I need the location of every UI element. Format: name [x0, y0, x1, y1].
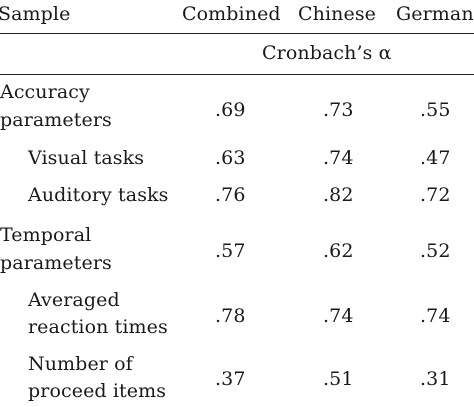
row-label-line: Accuracy [0, 81, 90, 103]
cell-chinese: .62 [323, 240, 354, 262]
cell-german: .31 [420, 368, 451, 390]
cell-combined: .76 [215, 184, 246, 206]
cell-chinese: .82 [323, 184, 354, 206]
cell-chinese: .74 [323, 305, 354, 327]
row-label-line: parameters [0, 109, 112, 131]
row-label-line: Number of [28, 353, 133, 375]
cell-german: .55 [420, 99, 451, 121]
cell-combined: .37 [215, 368, 246, 390]
cell-german: .47 [420, 147, 451, 169]
header-sample: Sample [0, 3, 71, 25]
cell-chinese: .74 [323, 147, 354, 169]
row-label-line: parameters [0, 252, 112, 274]
row-label-line: Visual tasks [28, 147, 145, 169]
cell-combined: .63 [215, 147, 246, 169]
row-label-line: Auditory tasks [28, 184, 169, 206]
cell-combined: .57 [215, 240, 246, 262]
cell-combined: .69 [215, 99, 246, 121]
row-label-line: Temporal [0, 224, 92, 246]
rule-below-header [0, 33, 474, 34]
cell-german: .74 [420, 305, 451, 327]
cell-german: .52 [420, 240, 451, 262]
measure-label: Cronbach’s α [262, 42, 392, 64]
header-combined: Combined [182, 3, 281, 25]
header-german: German [396, 3, 474, 25]
row-label-line: reaction times [28, 316, 168, 338]
rule-below-measure [0, 74, 474, 75]
cell-chinese: .51 [323, 368, 354, 390]
row-label-line: proceed items [28, 380, 167, 402]
header-chinese: Chinese [298, 3, 377, 25]
row-label-line: Averaged [28, 289, 120, 311]
cell-german: .72 [420, 184, 451, 206]
cell-combined: .78 [215, 305, 246, 327]
cell-chinese: .73 [323, 99, 354, 121]
